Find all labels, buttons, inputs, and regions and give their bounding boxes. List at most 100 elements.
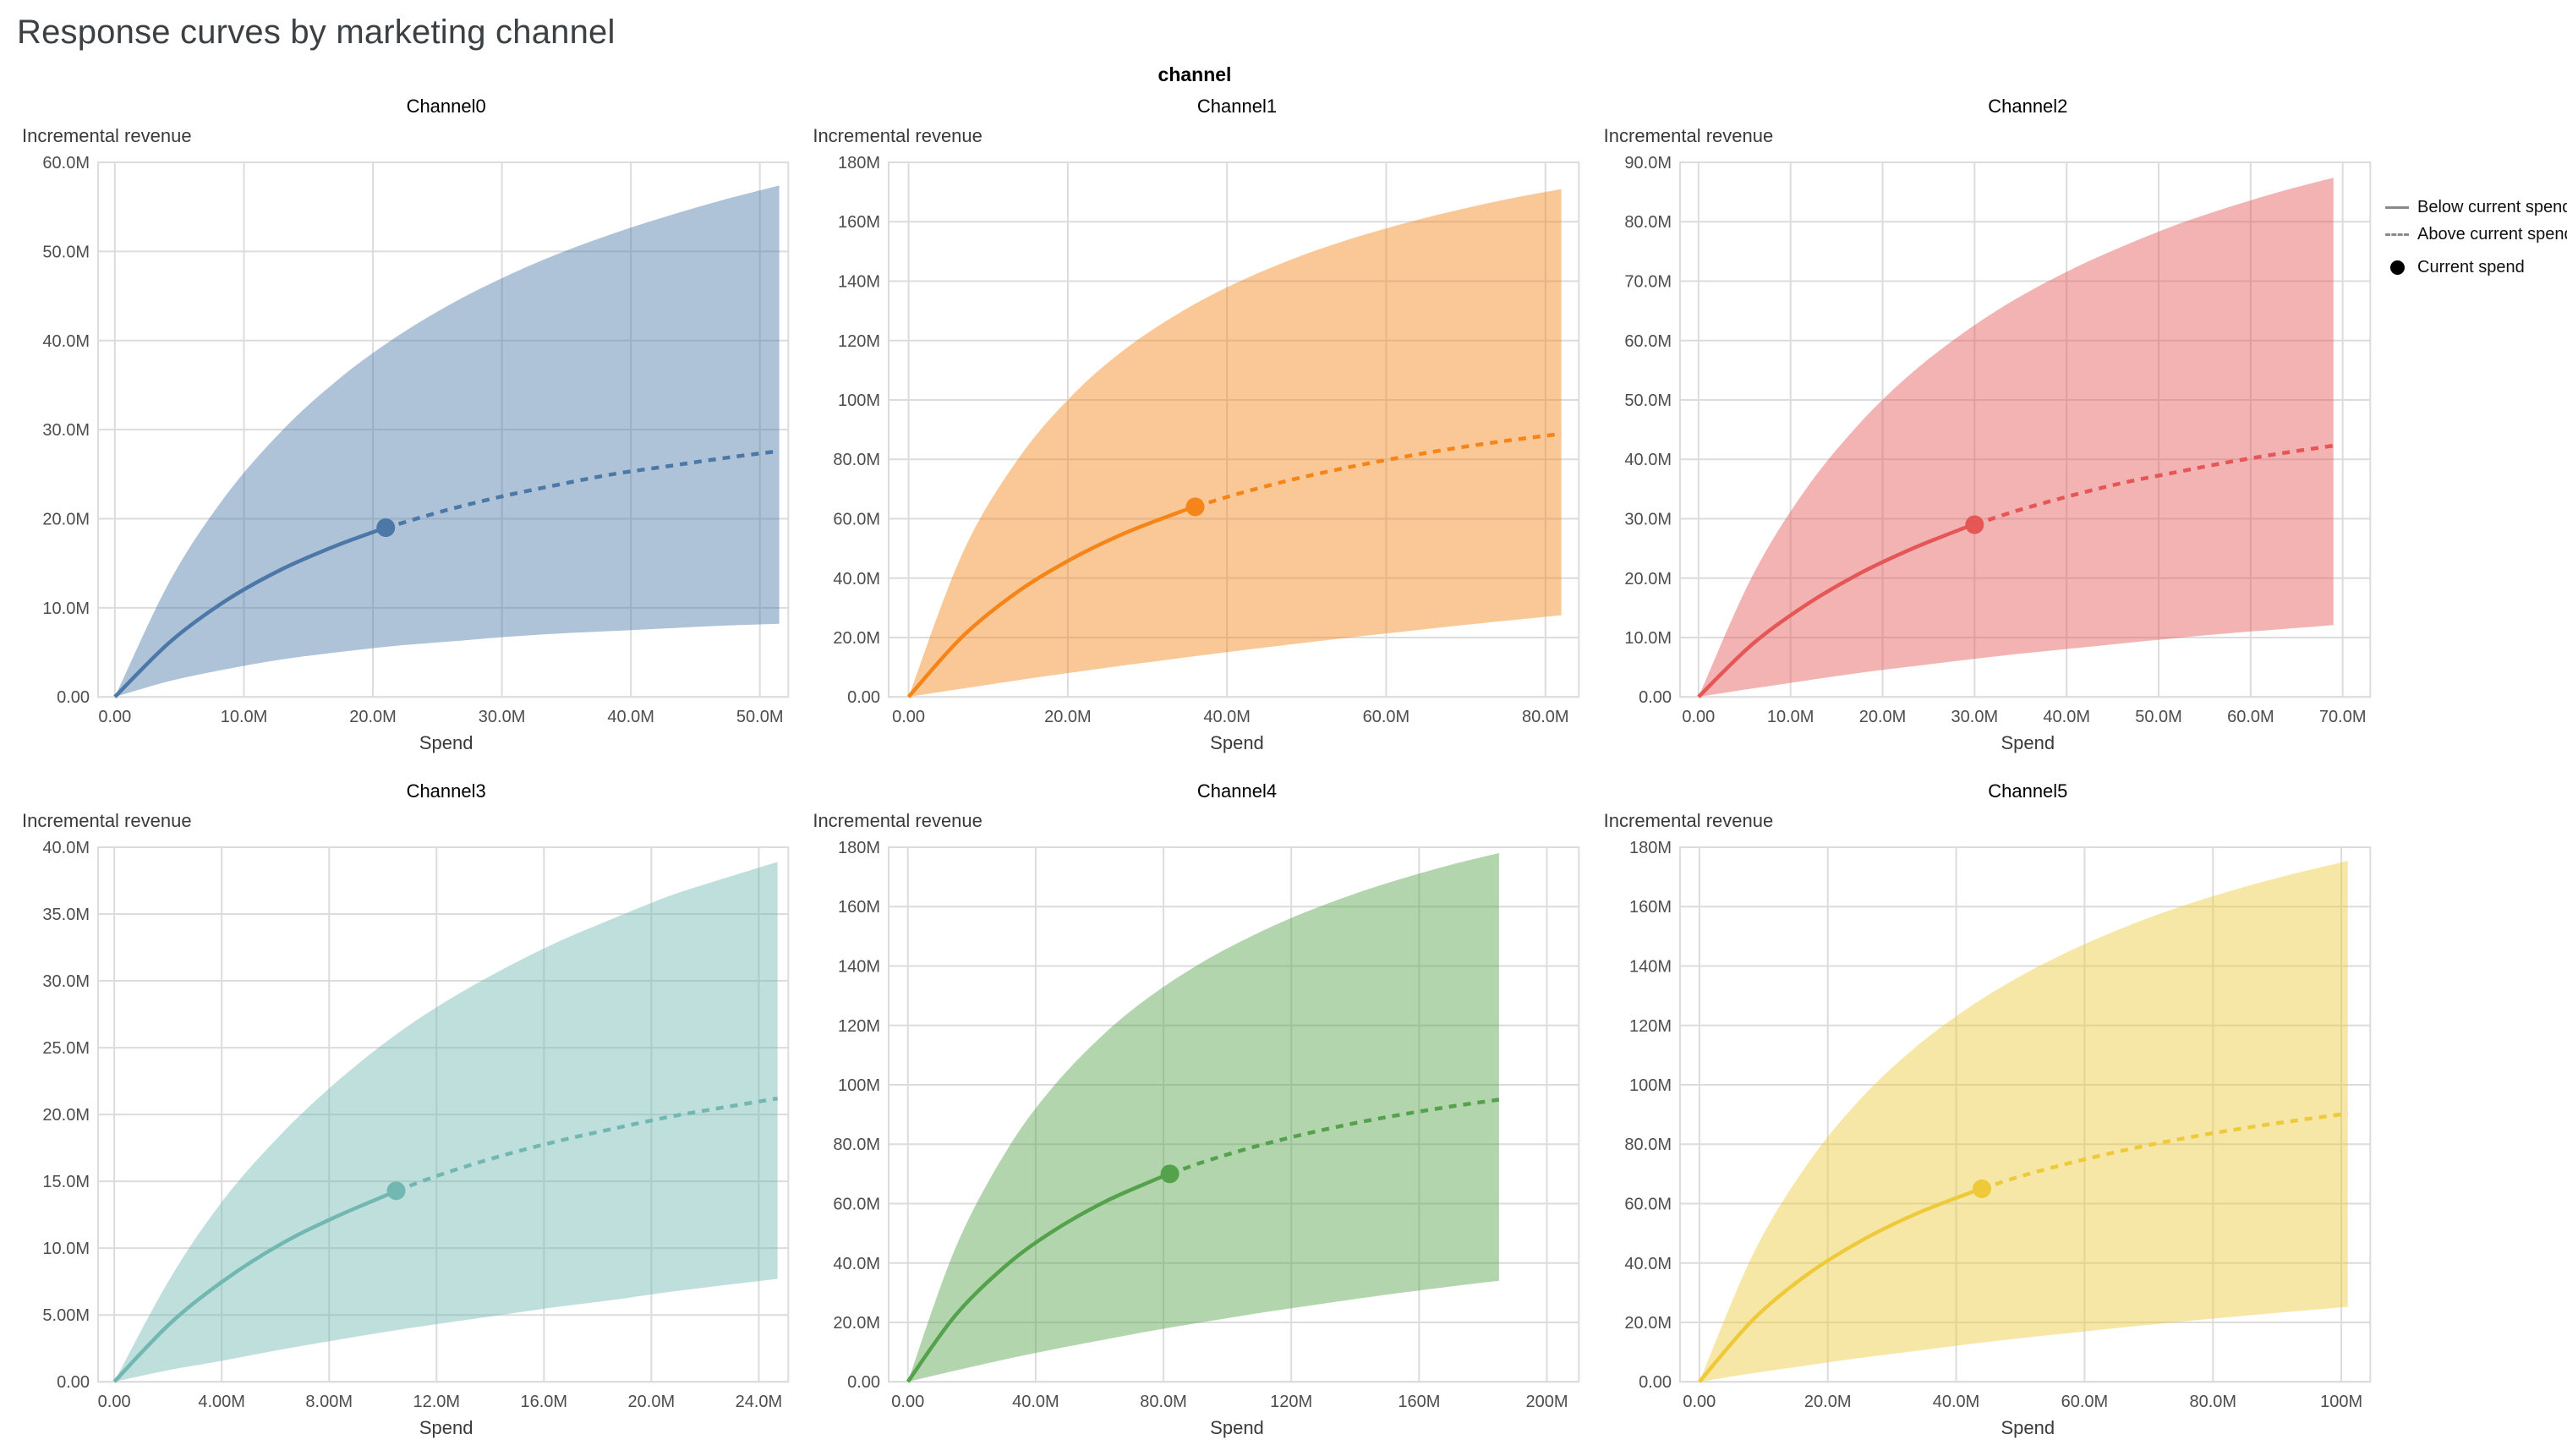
x-tick-label: 0.00 <box>1683 1393 1716 1411</box>
x-tick-label: 4.00M <box>198 1393 245 1411</box>
x-tick-label: 40.0M <box>1204 708 1251 726</box>
y-tick-label: 20.0M <box>1624 570 1672 588</box>
plot-area: 0.00 10.0M 20.0M 30.0M 40.0M 50.0M 0.00 10.0M 20… <box>42 156 790 726</box>
y-tick-label: 180M <box>838 840 880 857</box>
y-tick-label: 140M <box>838 272 880 291</box>
y-tick-label: 0.00 <box>57 688 90 707</box>
legend: Below current spend Above current spend … <box>2381 90 2567 285</box>
chart-title: Channel3 <box>406 780 486 802</box>
legend-item-below-current-spend: Below current spend <box>2384 198 2567 217</box>
y-tick-label: 70.0M <box>1624 272 1672 291</box>
x-tick-label: 0.00 <box>892 1393 925 1411</box>
x-axis-title: Spend <box>419 1417 473 1439</box>
y-tick-label: 10.0M <box>1624 629 1672 648</box>
x-tick-label: 40.0M <box>2043 708 2090 726</box>
plot-frame <box>888 846 1580 1383</box>
y-tick-label: 60.0M <box>834 1196 881 1214</box>
mean-line-dashed <box>383 449 780 530</box>
plot-frame <box>97 161 790 698</box>
x-axis-title: Spend <box>419 732 473 754</box>
y-tick-label: 80.0M <box>1624 213 1672 232</box>
mean-line-dashed <box>1169 1097 1500 1176</box>
x-tick-label: 60.0M <box>2227 708 2274 726</box>
y-tick-label: 20.0M <box>834 1314 881 1333</box>
y-tick-label: 40.0M <box>834 1255 881 1273</box>
y-tick-label: 120M <box>838 332 880 351</box>
mean-line-solid <box>907 505 1196 698</box>
current-spend-dot <box>1965 515 1984 534</box>
charts-grid: Channel0 Incremental revenue 0.00 10.0M 20… <box>17 90 2381 1439</box>
chart-title: Channel1 <box>1196 96 1278 117</box>
x-axis-title: Spend <box>2001 732 2055 754</box>
legend-label: Above current spend <box>2417 225 2567 244</box>
x-tick-label: 20.0M <box>1044 708 1092 726</box>
y-tick-label: 180M <box>1629 840 1672 857</box>
y-tick-label: 10.0M <box>42 1240 90 1258</box>
mean-line-solid <box>1696 523 1975 698</box>
y-tick-label: 90.0M <box>1624 156 1672 172</box>
x-tick-label: 0.00 <box>1682 708 1715 726</box>
y-tick-label: 100M <box>838 391 880 410</box>
y-tick-label: 80.0M <box>834 451 881 469</box>
y-axis-title: Incremental revenue <box>813 125 982 146</box>
y-tick-label: 20.0M <box>42 1106 90 1125</box>
x-tick-label: 80.0M <box>2189 1393 2236 1411</box>
y-axis-title: Incremental revenue <box>813 810 982 832</box>
current-spend-dot <box>1972 1180 1991 1199</box>
legend-item-above-current-spend: Above current spend <box>2384 225 2567 244</box>
x-tick-label: 40.0M <box>1932 1393 1979 1411</box>
confidence-band <box>114 185 780 698</box>
mean-line-solid <box>906 1172 1171 1383</box>
y-tick-label: 100M <box>838 1076 880 1095</box>
x-tick-label: 20.0M <box>1858 708 1906 726</box>
mean-line-solid <box>113 525 387 698</box>
x-tick-label: 10.0M <box>221 708 268 726</box>
current-spend-dot <box>1160 1164 1180 1184</box>
x-tick-label: 70.0M <box>2319 708 2367 726</box>
x-tick-label: 30.0M <box>1951 708 1998 726</box>
y-tick-label: 40.0M <box>1624 1255 1672 1273</box>
x-tick-label: 20.0M <box>349 708 397 726</box>
y-tick-label: 60.0M <box>834 510 881 528</box>
legend-item-current-spend: Current spend <box>2384 258 2550 277</box>
y-tick-label: 60.0M <box>42 156 90 172</box>
plot-area: 0.00 4.00M 8.00M 12.0M 16.0M 20.0M 24.0M 0.00 5.… <box>42 840 790 1411</box>
y-tick-label: 160M <box>1629 898 1672 917</box>
x-axis-title: Spend <box>1210 732 1264 754</box>
y-tick-label: 40.0M <box>834 570 881 588</box>
y-tick-label: 100M <box>1629 1076 1672 1095</box>
current-spend-dot <box>376 518 396 538</box>
y-tick-label: 120M <box>1629 1017 1672 1036</box>
x-tick-label: 160M <box>1398 1393 1441 1411</box>
x-axis-title: Spend <box>2001 1417 2055 1439</box>
y-axis-title: Incremental revenue <box>22 810 192 832</box>
x-axis-title: Spend <box>1210 1417 1264 1439</box>
y-tick-label: 10.0M <box>42 599 90 618</box>
x-tick-label: 50.0M <box>736 708 784 726</box>
x-tick-label: 80.0M <box>1141 1393 1188 1411</box>
x-tick-label: 20.0M <box>1804 1393 1852 1411</box>
plot-frame <box>97 846 790 1383</box>
x-tick-label: 16.0M <box>521 1393 568 1411</box>
chart-channel3: Channel3 Incremental revenue 0.00 4.00M 8.… <box>17 775 799 1439</box>
chart-title: Channel0 <box>406 96 486 117</box>
mean-line-dashed <box>1973 443 2334 527</box>
y-tick-label: 0.00 <box>847 1373 880 1392</box>
y-tick-label: 35.0M <box>42 906 90 924</box>
y-tick-label: 80.0M <box>834 1136 881 1154</box>
plot-frame <box>888 161 1580 698</box>
chart-channel2: Channel2 Incremental revenue 0.00 10.0M 20… <box>1599 90 2381 754</box>
x-tick-label: 0.00 <box>892 708 925 726</box>
y-tick-label: 180M <box>838 156 880 172</box>
dot-icon <box>2384 260 2410 275</box>
x-tick-label: 60.0M <box>2061 1393 2108 1411</box>
mean-line-dashed <box>395 1097 778 1193</box>
y-axis-title: Incremental revenue <box>22 125 192 146</box>
y-tick-label: 30.0M <box>42 972 90 991</box>
y-tick-label: 120M <box>838 1017 880 1036</box>
y-axis-title: Incremental revenue <box>1603 810 1774 832</box>
x-tick-label: 20.0M <box>628 1393 676 1411</box>
plot-area: 0.00 20.0M 40.0M 60.0M 80.0M 0.00 20.0M 40.0M 60… <box>834 156 1580 726</box>
confidence-band <box>114 862 778 1382</box>
